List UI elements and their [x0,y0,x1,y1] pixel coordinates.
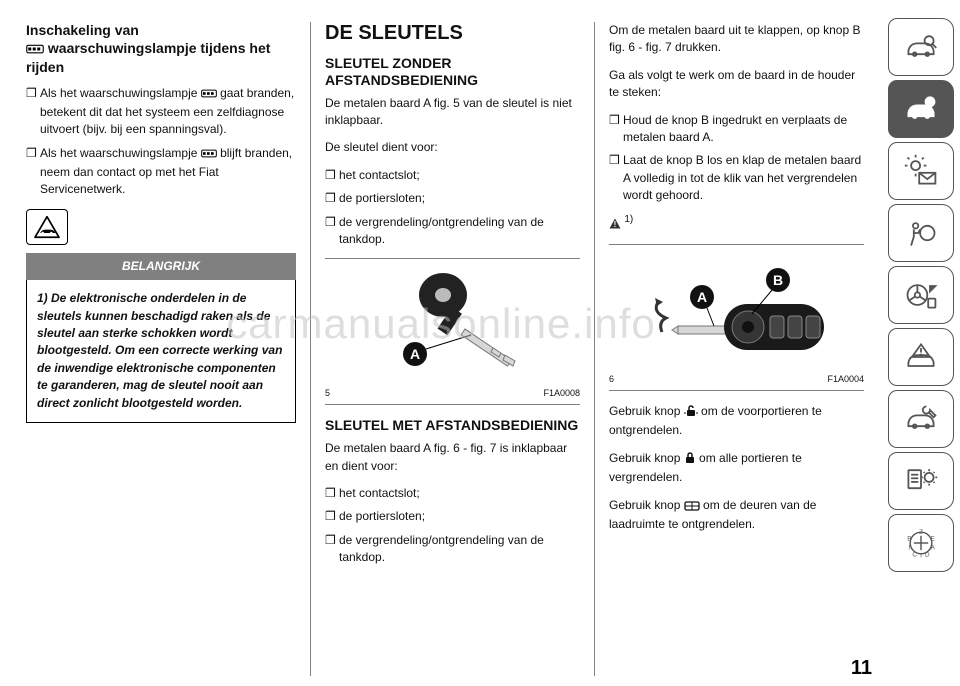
col3-p1: Om de metalen baard uit te klappen, op k… [609,22,864,57]
list-item: de portiersloten; [325,190,580,207]
sidebar-item-car-warning[interactable] [888,328,954,386]
list-item: Houd de knop B ingedrukt en verplaats de… [609,112,864,147]
warning-ref: ! 1) [609,213,864,234]
sidebar-item-light-mail[interactable] [888,142,954,200]
sidebar-item-checklist-gear[interactable] [888,452,954,510]
figure-5-meta: 5 F1A0008 [325,387,580,400]
list-item: de vergrendeling/ontgrendeling van de ta… [325,214,580,249]
section-title: DE SLEUTELS [325,22,580,45]
figure-code: F1A0004 [827,373,864,386]
boot-icon [684,499,700,516]
col2-sub1: SLEUTEL ZONDER AFSTANDSBEDIENING [325,55,580,89]
col2-p3: De metalen baard A fig. 6 - fig. 7 is in… [325,440,580,475]
col2-list1: het contactslot; de portiersloten; de ve… [325,167,580,249]
code-icon [26,42,44,60]
sidebar-nav: i Z EAD CIB T [882,0,960,686]
code-icon [201,87,217,104]
svg-text:!: ! [614,220,617,229]
col3-p-unlock: Gebruik knop om de voorportieren te ontg… [609,403,864,440]
col3-p-boot: Gebruik knop om de deuren van de laadrui… [609,497,864,534]
figure-number: 6 [609,373,614,386]
figure-number: 5 [325,387,330,400]
list-item: de vergrendeling/ontgrendeling van de ta… [325,532,580,567]
col1-bullet-2: Als het waarschuwingslampje blijft brand… [26,145,296,199]
sidebar-item-compass-letters[interactable]: Z EAD CIB T [888,514,954,572]
svg-text:T: T [919,552,923,559]
list-item: Laat de knop B los en klap de metalen ba… [609,152,864,204]
col3-list1: Houd de knop B ingedrukt en verplaats de… [609,112,864,205]
col1-bullets: Als het waarschuwingslampje gaat branden… [26,85,296,199]
svg-text:I: I [908,544,910,551]
code-icon [201,147,217,164]
belangrijk-banner: BELANGRIJK [26,253,296,280]
col2-sub2: SLEUTEL MET AFSTANDSBEDIENING [325,417,580,434]
figure-5-image: A [325,265,580,383]
col1-bullet-1: Als het waarschuwingslampje gaat branden… [26,85,296,139]
svg-text:Z: Z [919,529,923,536]
figure-5: A 5 F1A0008 [325,258,580,405]
figure-code: F1A0008 [543,387,580,400]
svg-text:D: D [925,552,930,559]
warning-triangle-icon: ! [609,217,621,234]
figure-6: A B 6 F1A0004 [609,244,864,391]
svg-text:B: B [772,272,782,288]
warning-ref-num: 1) [624,214,633,225]
col3-p-lock: Gebruik knop om alle portieren te vergre… [609,450,864,487]
col1-heading: Inschakeling van waarschuwingslampje tij… [26,22,296,77]
column-3: Om de metalen baard uit te klappen, op k… [594,22,864,676]
sidebar-item-steering[interactable] [888,266,954,324]
col2-p2: De sleutel dient voor: [325,139,580,156]
sidebar-item-car-info[interactable]: i [888,80,954,138]
sidebar-item-inspect[interactable] [888,18,954,76]
figure-6-image: A B [609,251,864,369]
unlock-icon [684,405,698,422]
heading-line2: waarschuwingslampje tijdens het rijden [26,40,270,76]
col2-list2: het contactslot; de portiersloten; de ve… [325,485,580,567]
list-item: de portiersloten; [325,508,580,525]
svg-text:B: B [907,535,911,542]
warning-note-box: 1) De elektronische onderdelen in de sle… [26,280,296,423]
svg-text:A: A [409,346,419,362]
sidebar-item-car-wrench[interactable] [888,390,954,448]
svg-text:E: E [931,535,935,542]
col3-p2: Ga als volgt te werk om de baard in de h… [609,67,864,102]
figure-6-meta: 6 F1A0004 [609,373,864,386]
list-item: het contactslot; [325,485,580,502]
heading-line1: Inschakeling van [26,22,139,38]
lock-icon [684,452,696,469]
column-1: Inschakeling van waarschuwingslampje tij… [26,22,296,676]
warning-triangle-icon [26,209,68,245]
svg-text:A: A [931,544,936,551]
list-item: het contactslot; [325,167,580,184]
sidebar-item-airbag[interactable] [888,204,954,262]
svg-text:A: A [696,289,706,305]
column-2: DE SLEUTELS SLEUTEL ZONDER AFSTANDSBEDIE… [310,22,580,676]
col2-p1: De metalen baard A fig. 5 van de sleutel… [325,95,580,130]
svg-text:C: C [912,552,917,559]
page-number: 11 [851,657,872,680]
